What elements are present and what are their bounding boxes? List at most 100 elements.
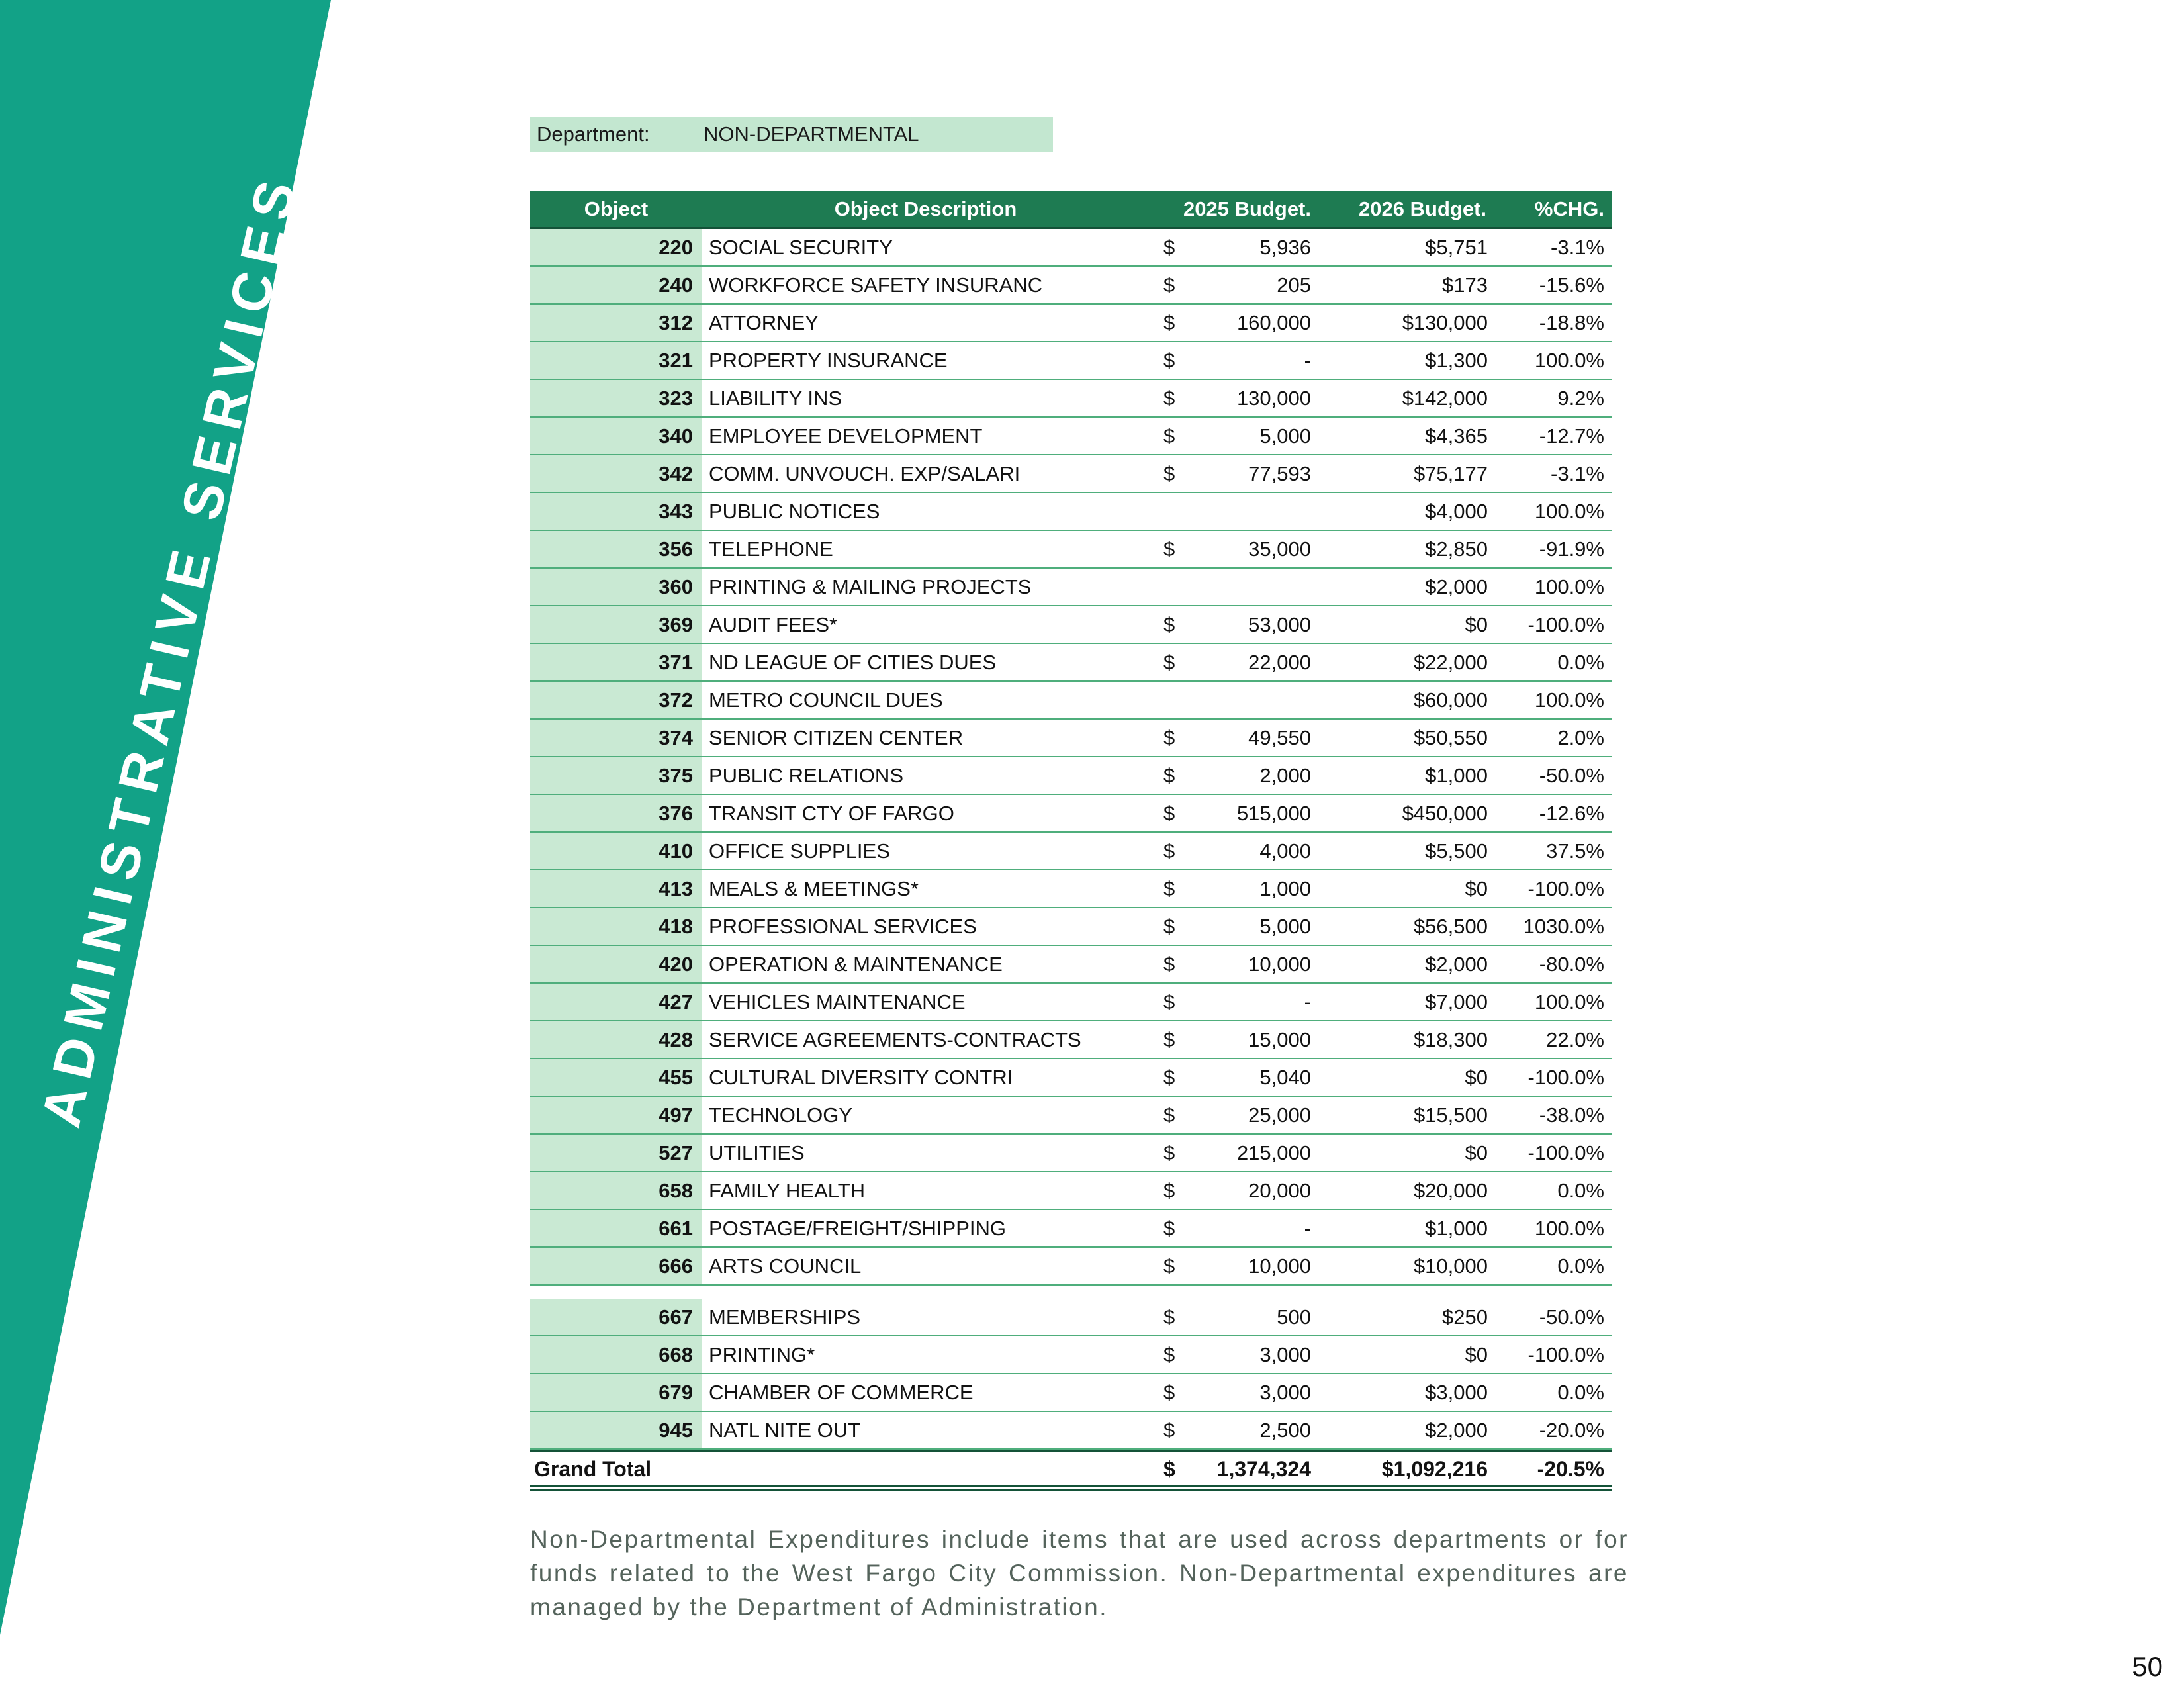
currency-symbol: $ — [1163, 273, 1175, 297]
header-2025-budget: 2025 Budget. — [1183, 197, 1311, 220]
budget-2026-cell: $450,000 — [1402, 801, 1488, 825]
budget-2026-cell: $50,550 — [1413, 726, 1488, 749]
budget-2025-cell: $ 25,000 — [1149, 1097, 1318, 1133]
pct-change-cell: 2.0% — [1557, 726, 1604, 749]
budget-2025-value: 215,000 — [1236, 1141, 1311, 1164]
budget-2025-value: 5,040 — [1259, 1065, 1311, 1089]
budget-2026-cell: $75,177 — [1413, 461, 1488, 485]
budget-2025-value: 4,000 — [1259, 839, 1311, 863]
currency-symbol: $ — [1163, 876, 1175, 900]
budget-2025-value: 5,000 — [1259, 914, 1311, 938]
budget-2026-cell: $1,000 — [1425, 1216, 1488, 1240]
grand-total-pct-change: -20.5% — [1537, 1456, 1604, 1481]
budget-2025-cell: $ - — [1149, 342, 1318, 379]
budget-2025-cell: $ - — [1149, 1210, 1318, 1246]
budget-2026-cell: $15,500 — [1413, 1103, 1488, 1127]
object-description-cell: AUDIT FEES* — [709, 612, 838, 636]
pct-change-cell: -100.0% — [1527, 876, 1604, 900]
currency-symbol: $ — [1163, 461, 1175, 485]
budget-2025-cell: $ 215,000 — [1149, 1135, 1318, 1171]
pct-change-cell: -91.9% — [1539, 537, 1604, 561]
object-description-cell: ND LEAGUE OF CITIES DUES — [709, 650, 997, 674]
object-code-cell: 356 — [530, 531, 702, 567]
pct-change-cell: 100.0% — [1534, 688, 1604, 712]
currency-symbol: $ — [1163, 1065, 1175, 1089]
object-code-cell: 369 — [530, 606, 702, 643]
pct-change-cell: 1030.0% — [1523, 914, 1604, 938]
currency-symbol: $ — [1163, 1380, 1175, 1404]
table-row: 343 PUBLIC NOTICES $4,000 100.0% — [530, 493, 1612, 531]
budget-2025-value: 3,000 — [1259, 1380, 1311, 1404]
object-description-cell: FAMILY HEALTH — [709, 1178, 866, 1202]
budget-2025-cell: $ 22,000 — [1149, 644, 1318, 680]
budget-2026-cell: $4,000 — [1425, 499, 1488, 523]
pct-change-cell: -100.0% — [1527, 612, 1604, 636]
budget-2025-value: 2,500 — [1259, 1418, 1311, 1442]
table-row: 410 OFFICE SUPPLIES $ 4,000 $5,500 37.5% — [530, 833, 1612, 870]
budget-2025-value: 1,000 — [1259, 876, 1311, 900]
table-row: 360 PRINTING & MAILING PROJECTS $2,000 1… — [530, 569, 1612, 606]
currency-symbol: $ — [1163, 348, 1175, 372]
object-description-cell: PRINTING & MAILING PROJECTS — [709, 575, 1032, 598]
budget-2025-cell — [1149, 682, 1318, 718]
budget-2026-cell: $5,500 — [1425, 839, 1488, 863]
budget-2025-value: 10,000 — [1248, 1254, 1311, 1278]
table-row: 497 TECHNOLOGY $ 25,000 $15,500 -38.0% — [530, 1097, 1612, 1135]
object-code-cell: 374 — [530, 720, 702, 756]
object-code-cell: 360 — [530, 569, 702, 605]
budget-2025-cell: $ 15,000 — [1149, 1021, 1318, 1058]
object-code-cell: 666 — [530, 1248, 702, 1284]
budget-2026-cell: $0 — [1465, 1141, 1488, 1164]
header-object-description: Object Description — [834, 197, 1017, 220]
object-code-cell: 410 — [530, 833, 702, 869]
budget-2025-value: - — [1304, 990, 1311, 1013]
object-code-cell: 321 — [530, 342, 702, 379]
currency-symbol: $ — [1163, 1254, 1175, 1278]
table-row: 312 ATTORNEY $ 160,000 $130,000 -18.8% — [530, 305, 1612, 342]
footnote-paragraph: Non-Departmental Expenditures include it… — [530, 1526, 1629, 1621]
table-header-row: Object Object Description 2025 Budget. 2… — [530, 191, 1612, 229]
budget-2026-cell: $3,000 — [1425, 1380, 1488, 1404]
budget-2025-cell: $ 77,593 — [1149, 455, 1318, 492]
budget-2025-cell: $ 3,000 — [1149, 1374, 1318, 1411]
budget-2026-cell: $60,000 — [1413, 688, 1488, 712]
budget-2026-cell: $130,000 — [1402, 310, 1488, 334]
pct-change-cell: 0.0% — [1557, 1178, 1604, 1202]
object-code-cell: 668 — [530, 1336, 702, 1373]
object-description-cell: OPERATION & MAINTENANCE — [709, 952, 1003, 976]
pct-change-cell: -80.0% — [1539, 952, 1604, 976]
table-row: 321 PROPERTY INSURANCE $ - $1,300 100.0% — [530, 342, 1612, 380]
object-code-cell: 428 — [530, 1021, 702, 1058]
budget-2025-value: 53,000 — [1248, 612, 1311, 636]
object-description-cell: SENIOR CITIZEN CENTER — [709, 726, 964, 749]
currency-symbol: $ — [1163, 1456, 1175, 1481]
table-row: 369 AUDIT FEES* $ 53,000 $0 -100.0% — [530, 606, 1612, 644]
table-row: 661 POSTAGE/FREIGHT/SHIPPING $ - $1,000 … — [530, 1210, 1612, 1248]
table-row: 340 EMPLOYEE DEVELOPMENT $ 5,000 $4,365 … — [530, 418, 1612, 455]
budget-2025-value: 2,000 — [1259, 763, 1311, 787]
currency-symbol: $ — [1163, 1342, 1175, 1366]
object-description-cell: POSTAGE/FREIGHT/SHIPPING — [709, 1216, 1006, 1240]
grand-total-label: Grand Total — [534, 1456, 652, 1481]
object-description-cell: LIABILITY INS — [709, 386, 842, 410]
table-row: 240 WORKFORCE SAFETY INSURANC $ 205 $173… — [530, 267, 1612, 305]
budget-2025-cell: $ 5,000 — [1149, 908, 1318, 945]
pct-change-cell: 37.5% — [1546, 839, 1604, 863]
object-description-cell: NATL NITE OUT — [709, 1418, 861, 1442]
table-row: 323 LIABILITY INS $ 130,000 $142,000 9.2… — [530, 380, 1612, 418]
budget-2026-cell: $0 — [1465, 612, 1488, 636]
budget-2025-cell: $ 5,000 — [1149, 418, 1318, 454]
budget-2026-cell: $20,000 — [1413, 1178, 1488, 1202]
pct-change-cell: -100.0% — [1527, 1065, 1604, 1089]
table-row: 945 NATL NITE OUT $ 2,500 $2,000 -20.0% — [530, 1412, 1612, 1450]
pct-change-cell: 9.2% — [1557, 386, 1604, 410]
pct-change-cell: 0.0% — [1557, 1380, 1604, 1404]
department-label-box: Department: NON-DEPARTMENTAL — [530, 117, 1053, 152]
budget-2026-cell: $0 — [1465, 1342, 1488, 1366]
table-row: 428 SERVICE AGREEMENTS-CONTRACTS $ 15,00… — [530, 1021, 1612, 1059]
grand-total-2025: $ 1,374,324 — [1149, 1457, 1318, 1481]
header-object: Object — [584, 197, 649, 220]
budget-2025-value: 205 — [1277, 273, 1311, 297]
pct-change-cell: -3.1% — [1551, 235, 1604, 259]
table-row: 356 TELEPHONE $ 35,000 $2,850 -91.9% — [530, 531, 1612, 569]
